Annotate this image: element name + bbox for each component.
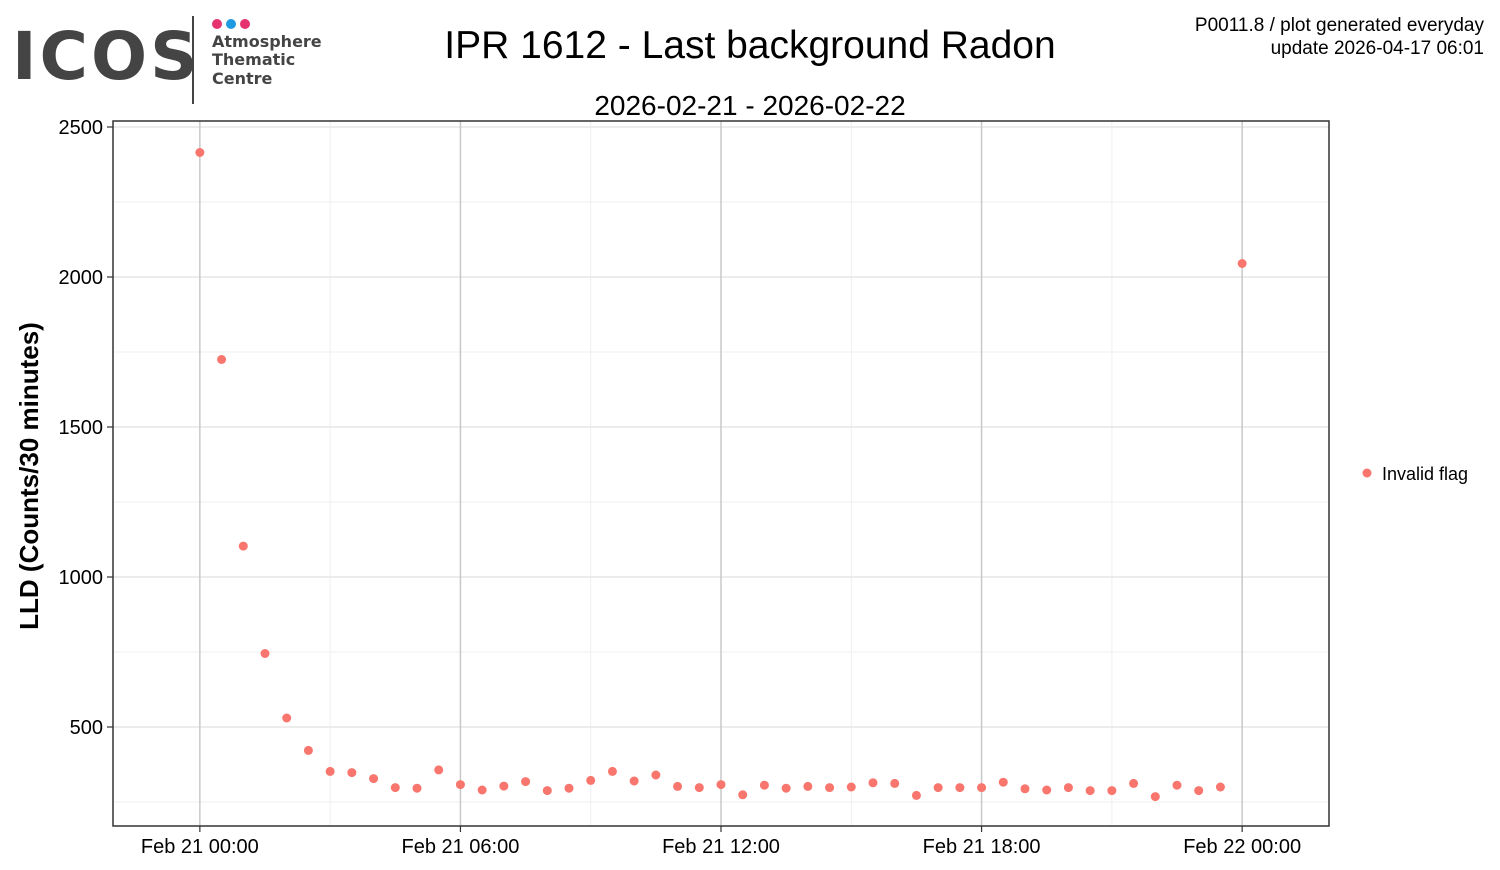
data-point (325, 766, 335, 776)
data-point (673, 781, 683, 791)
data-point (303, 745, 313, 755)
y-axis-label: LLD (Counts/30 minutes) (14, 322, 44, 630)
chart-subtitle: 2026-02-21 - 2026-02-22 (594, 90, 906, 121)
data-point (1042, 785, 1052, 795)
legend-label: Invalid flag (1382, 464, 1468, 484)
data-point (282, 713, 292, 723)
logo-dot-icon (240, 19, 250, 29)
data-point (998, 777, 1008, 787)
data-point (846, 782, 856, 792)
data-point (412, 783, 422, 793)
data-point (716, 780, 726, 790)
data-point (195, 148, 205, 157)
x-tick-label: Feb 21 18:00 (923, 836, 1041, 858)
logo-line-thematic: Thematic (212, 50, 296, 69)
chart-title: IPR 1612 - Last background Radon (444, 24, 1056, 67)
logo-line-atmosphere: Atmosphere (212, 32, 322, 51)
data-point (434, 765, 444, 775)
data-point (369, 774, 379, 784)
data-point (759, 780, 769, 790)
data-point (238, 541, 248, 551)
plot-info: P0011.8 / plot generated everyday update… (1195, 14, 1484, 60)
data-point (455, 780, 465, 790)
data-point (911, 790, 921, 800)
y-tick-label: 1000 (59, 567, 104, 589)
data-point (694, 783, 704, 793)
x-tick-label: Feb 21 00:00 (141, 836, 259, 858)
legend: Invalid flag (1362, 464, 1468, 484)
data-points (195, 148, 1247, 802)
data-point (781, 783, 791, 793)
plot-info-line2: update 2026-04-17 06:01 (1270, 38, 1484, 59)
y-tick-label: 500 (70, 717, 103, 739)
data-point (564, 783, 574, 793)
logo-dot-icon (212, 19, 222, 29)
data-point (825, 783, 835, 793)
logo-dot-icon (226, 19, 236, 29)
data-point (499, 781, 509, 791)
data-point (1063, 783, 1073, 793)
x-tick-label: Feb 21 12:00 (662, 836, 780, 858)
data-point (1172, 780, 1182, 790)
x-tick-label: Feb 22 00:00 (1183, 836, 1301, 858)
logo-wordmark: ICOS (12, 18, 201, 95)
data-point (1150, 792, 1160, 802)
data-point (868, 778, 878, 788)
data-point (390, 783, 400, 793)
y-axis: 500 1000 1500 2000 2500 (59, 117, 113, 739)
data-point (260, 649, 270, 658)
data-point (217, 355, 227, 364)
data-point (477, 785, 487, 795)
data-point (1129, 778, 1139, 788)
y-tick-label: 1500 (59, 417, 104, 439)
data-point (1215, 782, 1225, 792)
data-point (542, 786, 552, 796)
data-point (586, 775, 596, 785)
icos-logo: ICOS Atmosphere Thematic Centre (12, 14, 332, 106)
plot-info-line1: P0011.8 / plot generated everyday (1194, 15, 1484, 36)
data-point (1085, 786, 1095, 796)
data-point (651, 770, 661, 780)
data-point (955, 783, 965, 793)
data-point (1194, 786, 1204, 796)
data-point (629, 776, 639, 786)
data-point (1237, 259, 1247, 268)
data-point (607, 766, 617, 776)
data-point (521, 777, 531, 787)
x-tick-label: Feb 21 06:00 (401, 836, 519, 858)
data-point (890, 778, 900, 788)
logo-dots-icon (212, 16, 254, 29)
legend-key-icon (1362, 468, 1372, 478)
y-tick-label: 2000 (59, 267, 104, 289)
grid-major (113, 121, 1329, 826)
data-point (347, 768, 357, 778)
data-point (977, 783, 987, 793)
logo-divider (192, 16, 194, 104)
data-point (933, 783, 943, 793)
logo-line-centre: Centre (212, 69, 273, 88)
data-point (1020, 784, 1030, 794)
data-point (1107, 786, 1117, 796)
data-point (738, 790, 748, 800)
x-axis: Feb 21 00:00 Feb 21 06:00 Feb 21 12:00 Feb … (141, 826, 1301, 858)
data-point (803, 781, 813, 791)
y-tick-label: 2500 (59, 117, 104, 139)
